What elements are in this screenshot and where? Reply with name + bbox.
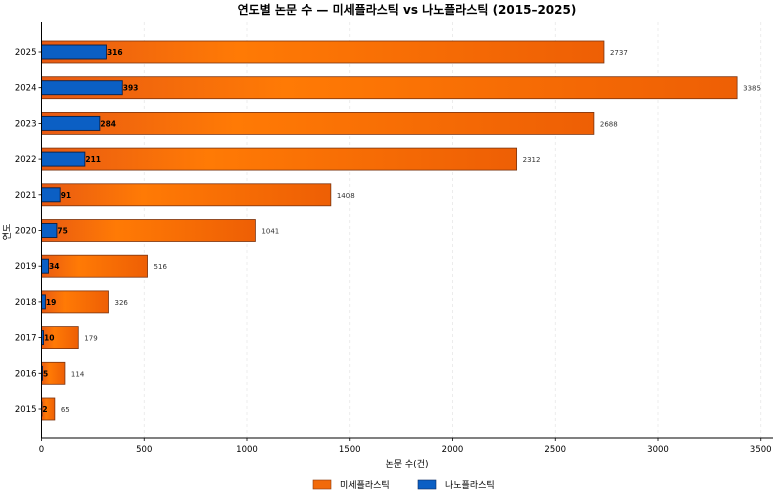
bar-micro	[42, 112, 594, 134]
y-tick-label: 2020	[15, 227, 37, 237]
bar-micro	[42, 148, 517, 170]
x-tick-label: 500	[136, 445, 152, 455]
bar-label-micro: 65	[61, 406, 70, 414]
x-tick-label: 1000	[236, 445, 258, 455]
y-tick-label: 2024	[15, 84, 37, 94]
bar-label-nano: 211	[85, 155, 101, 164]
bar-label-micro: 1041	[261, 228, 279, 236]
bar-label-micro: 1408	[337, 192, 355, 200]
y-tick-label: 2023	[15, 119, 37, 129]
bar-label-nano: 316	[107, 48, 123, 57]
bar-nano	[42, 152, 85, 166]
y-tick-label: 2016	[15, 369, 37, 379]
bar-label-micro: 114	[71, 370, 85, 378]
bar-label-micro: 326	[114, 299, 128, 307]
bar-label-micro: 179	[84, 335, 97, 343]
bar-label-nano: 2	[42, 405, 47, 414]
x-axis-label: 논문 수(건)	[385, 459, 428, 470]
bar-nano	[42, 81, 123, 95]
bar-micro	[42, 77, 738, 99]
bar-label-nano: 34	[49, 262, 59, 271]
bar-label-micro: 516	[154, 263, 168, 271]
x-tick-label: 3000	[647, 445, 669, 455]
bar-label-micro: 2688	[600, 120, 618, 128]
bar-micro	[42, 184, 331, 206]
bar-label-nano: 5	[43, 369, 48, 378]
bar-label-nano: 19	[46, 298, 56, 307]
bar-label-nano: 284	[100, 119, 116, 128]
x-tick-label: 3500	[750, 445, 772, 455]
bar-nano	[42, 45, 107, 59]
y-tick-label: 2018	[15, 298, 37, 308]
bar-label-micro: 2312	[523, 156, 541, 164]
y-tick-label: 2019	[15, 262, 37, 272]
bar-label-nano: 10	[44, 334, 54, 343]
y-tick-label: 2015	[15, 405, 37, 415]
bar-nano	[42, 116, 100, 130]
bar-micro	[42, 41, 604, 63]
y-tick-label: 2021	[15, 191, 37, 201]
bar-label-micro: 2737	[610, 49, 628, 57]
bar-label-nano: 393	[123, 84, 139, 93]
x-tick-label: 2500	[544, 445, 566, 455]
bar-micro	[42, 220, 256, 242]
x-tick-label: 1500	[339, 445, 361, 455]
y-tick-label: 2025	[15, 48, 37, 58]
bar-nano	[42, 188, 61, 202]
x-tick-label: 0	[39, 445, 44, 455]
legend: 미세플라스틱 나노플라스틱	[313, 479, 495, 490]
bar-label-nano: 75	[57, 227, 67, 236]
legend-label-nano: 나노플라스틱	[445, 479, 495, 490]
chart-title: 연도별 논문 수 — 미세플라스틱 vs 나노플라스틱 (2015–2025)	[238, 2, 577, 17]
x-tick-label: 2000	[442, 445, 464, 455]
legend-swatch-micro	[313, 480, 331, 489]
y-tick-label: 2022	[15, 155, 37, 165]
bar-nano	[42, 224, 57, 238]
legend-label-micro: 미세플라스틱	[340, 479, 390, 490]
legend-swatch-nano	[418, 480, 436, 489]
bar-label-micro: 3385	[743, 85, 761, 93]
y-axis-label: 연도	[2, 224, 13, 241]
y-tick-label: 2017	[15, 334, 37, 344]
bar-nano	[42, 295, 46, 309]
bar-label-nano: 91	[61, 191, 71, 200]
bar-nano	[42, 259, 49, 273]
